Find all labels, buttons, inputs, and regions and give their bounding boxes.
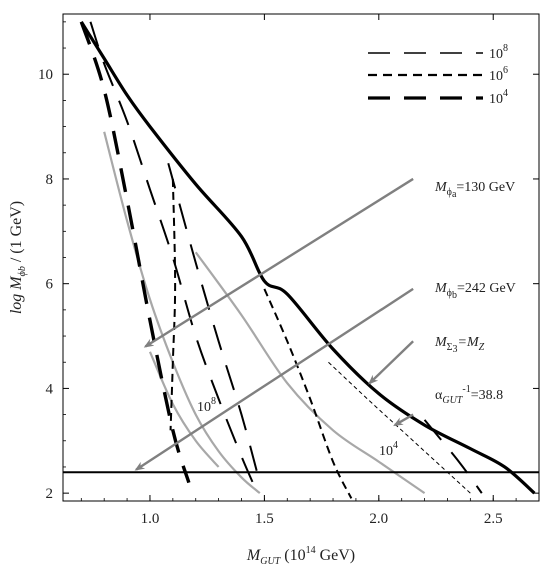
annotation-arrow-phi-b [134, 287, 414, 471]
series-line-0 [79, 21, 536, 495]
x-tick-label: 2.5 [484, 511, 503, 527]
series-line-9 [328, 361, 471, 494]
y-tick-label: 2 [46, 486, 54, 502]
y-tick-label: 8 [46, 172, 54, 188]
annotation-m-phi-a: Mϕa=130 GeV [434, 180, 515, 200]
series-line-1 [103, 131, 261, 494]
inline-label-1e4: 104 [379, 440, 398, 459]
y-tick-label: 4 [46, 381, 54, 397]
series-line-7 [169, 178, 177, 431]
tick-layer: 1.0 1.5 2.0 2.5 2 4 6 8 10 [38, 14, 539, 527]
annotation-m-phi-b: Mϕb=242 GeV [434, 281, 516, 301]
annotation-m-sigma3: MΣ3=MZ [434, 335, 485, 355]
y-tick-label: 6 [46, 277, 54, 293]
legend-label-1e6: 106 [489, 65, 508, 84]
series-line-8 [263, 288, 353, 499]
legend: 108 106 104 [368, 43, 508, 107]
series-line-6 [167, 162, 261, 483]
annotation-arrow-alpha [393, 413, 414, 427]
series-line-2 [194, 251, 426, 495]
x-tick-label: 1.5 [255, 511, 274, 527]
y-axis-title: log Mϕb / (1 GeV) [8, 201, 28, 314]
x-axis-title: MGUT (1014 GeV) [246, 545, 355, 567]
annotation-arrows [134, 177, 414, 471]
annotation-alpha-gut: αGUT-1=38.8 [435, 384, 503, 406]
y-tick-label: 10 [38, 67, 53, 83]
annotation-arrow-phi-a [143, 177, 414, 348]
legend-label-1e8: 108 [489, 43, 508, 62]
series-line-10 [423, 419, 483, 494]
x-tick-label: 2.0 [369, 511, 388, 527]
annotation-arrow-sigma3 [368, 340, 414, 385]
x-tick-label: 1.0 [141, 511, 160, 527]
plot-frame [62, 13, 540, 502]
inline-label-1e8: 108 [197, 396, 216, 415]
legend-label-1e4: 104 [489, 88, 508, 107]
series-line-5 [89, 21, 259, 494]
series-line-4 [79, 21, 191, 484]
series-layer [63, 21, 539, 499]
